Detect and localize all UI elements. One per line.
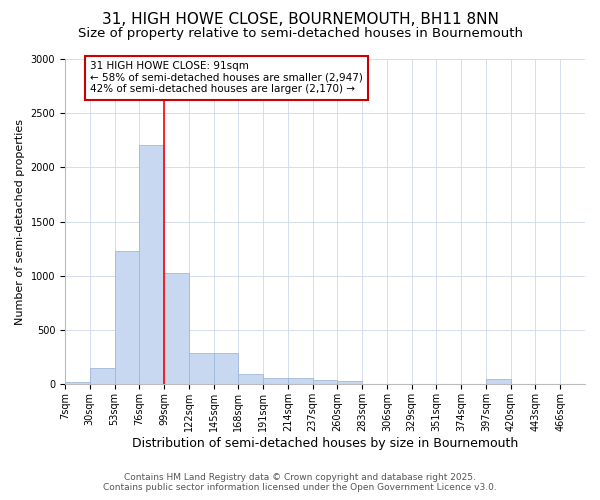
Text: Size of property relative to semi-detached houses in Bournemouth: Size of property relative to semi-detach… — [77, 28, 523, 40]
X-axis label: Distribution of semi-detached houses by size in Bournemouth: Distribution of semi-detached houses by … — [132, 437, 518, 450]
Text: Contains HM Land Registry data © Crown copyright and database right 2025.
Contai: Contains HM Land Registry data © Crown c… — [103, 473, 497, 492]
Bar — [164, 272, 189, 384]
Bar — [65, 382, 90, 384]
Bar — [486, 379, 511, 384]
Bar — [214, 353, 238, 384]
Text: 31, HIGH HOWE CLOSE, BOURNEMOUTH, BH11 8NN: 31, HIGH HOWE CLOSE, BOURNEMOUTH, BH11 8… — [101, 12, 499, 28]
Y-axis label: Number of semi-detached properties: Number of semi-detached properties — [15, 118, 25, 324]
Bar — [189, 353, 214, 384]
Bar — [313, 380, 337, 384]
Bar — [337, 381, 362, 384]
Bar — [263, 378, 288, 384]
Bar — [90, 368, 115, 384]
Bar — [139, 144, 164, 384]
Bar — [238, 374, 263, 384]
Bar — [288, 378, 313, 384]
Text: 31 HIGH HOWE CLOSE: 91sqm
← 58% of semi-detached houses are smaller (2,947)
42% : 31 HIGH HOWE CLOSE: 91sqm ← 58% of semi-… — [90, 61, 362, 94]
Bar — [115, 251, 139, 384]
